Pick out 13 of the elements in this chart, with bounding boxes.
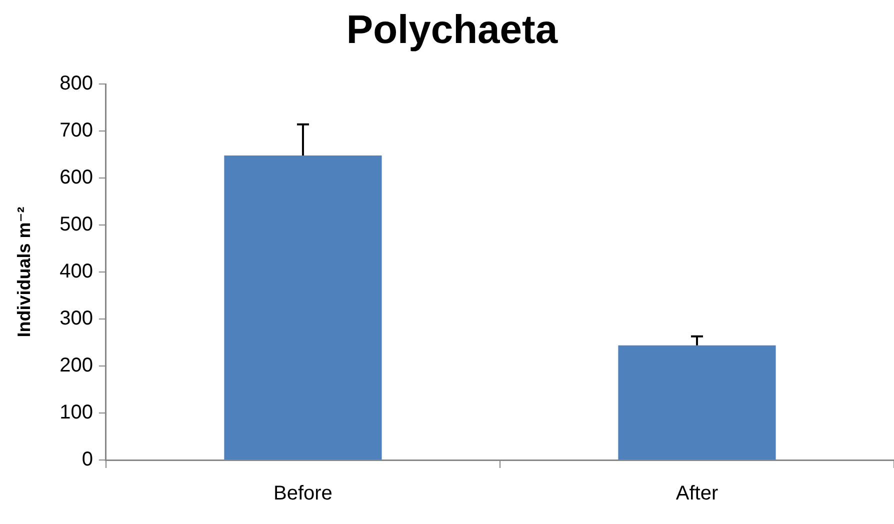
y-tick-label: 600 [60,166,93,189]
y-tick-label: 700 [60,120,93,142]
y-tick-label: 300 [60,308,93,330]
y-tick-label: 200 [60,354,93,377]
y-axis-title: Individuals m⁻² [14,206,34,338]
y-tick-label: 800 [60,72,93,95]
x-tick-label: After [676,482,718,505]
chart-title: Polychaeta [346,8,558,52]
x-tick-label: Before [274,482,332,505]
y-tick-label: 100 [60,402,93,424]
y-tick-label: 0 [82,448,93,471]
y-tick-label: 400 [60,260,93,283]
y-tick-label: 500 [60,214,93,236]
